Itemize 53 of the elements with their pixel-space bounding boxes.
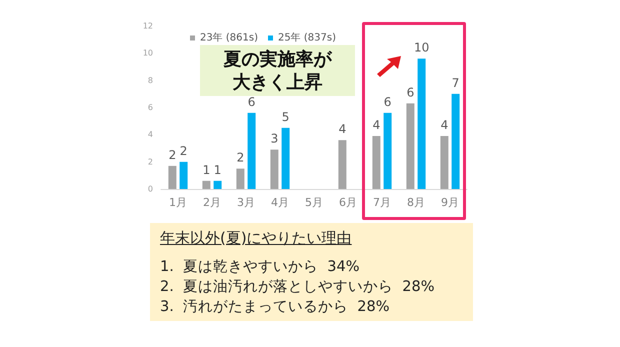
text: 年末以外(夏)にやりたい理由 — [160, 229, 353, 248]
x-tick-label: 9月 — [441, 196, 459, 209]
data-label: 2 — [180, 144, 188, 158]
data-label: 6 — [384, 94, 392, 109]
y-tick-label: 4 — [148, 130, 153, 140]
bar — [452, 94, 460, 189]
x-tick-label: 6月 — [339, 196, 357, 209]
bar — [180, 162, 188, 189]
data-label: 4 — [372, 118, 380, 132]
bar — [384, 112, 392, 189]
y-tick-label: 6 — [148, 103, 153, 112]
x-tick-label: 3月 — [237, 196, 255, 209]
bar — [406, 103, 414, 189]
bar — [202, 180, 210, 189]
data-label: 5 — [282, 110, 290, 124]
bar — [440, 136, 448, 189]
legend-label: 25年 (837s) — [278, 32, 336, 44]
bar — [270, 150, 278, 189]
bar — [418, 58, 426, 189]
x-tick-label: 1月 — [169, 196, 187, 209]
text: 3. 汚れがたまっているから 28% — [160, 298, 390, 317]
y-tick-label: 12 — [142, 22, 153, 30]
data-label: 7 — [452, 76, 460, 90]
bar — [282, 128, 290, 189]
bar — [214, 180, 222, 189]
legend-label: 23年 (861s) — [200, 32, 258, 44]
bar — [248, 112, 256, 189]
x-tick-label: 5月 — [305, 196, 323, 209]
y-tick-label: 2 — [148, 157, 153, 166]
text: 1. 夏は乾きやすいから 34% — [160, 258, 360, 277]
y-tick-label: 10 — [142, 48, 153, 58]
bar — [372, 136, 380, 189]
bar — [236, 168, 244, 189]
data-label: 2 — [168, 148, 176, 162]
data-label: 10 — [414, 40, 430, 55]
data-label: 6 — [248, 94, 256, 109]
data-label: 3 — [270, 132, 278, 146]
data-label: 4 — [338, 122, 346, 136]
y-tick-label: 8 — [148, 76, 153, 85]
data-label: 1 — [214, 162, 222, 177]
data-label: 2 — [236, 150, 244, 165]
bar — [168, 166, 176, 189]
x-tick-label: 7月 — [373, 196, 391, 209]
data-label: 1 — [202, 162, 210, 177]
bar — [338, 140, 346, 189]
data-label: 4 — [440, 118, 448, 132]
x-tick-label: 2月 — [203, 196, 221, 209]
x-tick-label: 4月 — [271, 196, 289, 209]
text: 2. 夏は油汚れが落としやすいから 28% — [160, 278, 436, 297]
y-tick-label: 0 — [148, 184, 153, 194]
data-label: 6 — [406, 85, 414, 100]
x-tick-label: 8月 — [407, 196, 425, 209]
annotation: 夏の実施率が大きく上昇 — [222, 48, 334, 94]
